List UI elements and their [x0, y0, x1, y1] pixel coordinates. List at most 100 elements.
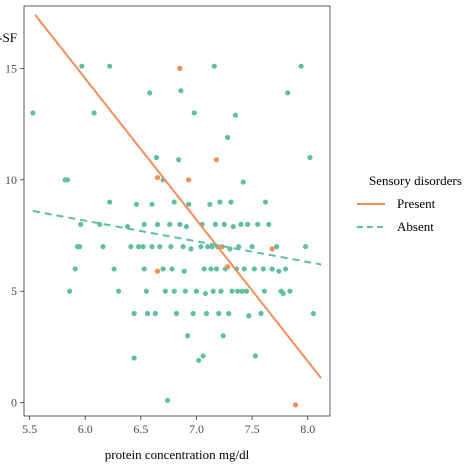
absent-point — [210, 288, 216, 294]
absent-point — [310, 310, 316, 317]
absent-point — [229, 288, 235, 294]
present-trend-line — [34, 14, 322, 379]
absent-point — [252, 353, 259, 359]
absent-point — [128, 244, 134, 250]
absent-point — [238, 221, 244, 227]
absent-point — [246, 313, 252, 319]
absent-point — [251, 266, 257, 272]
absent-point — [235, 288, 241, 294]
absent-point — [220, 333, 226, 339]
absent-point — [307, 154, 313, 161]
legend-label-present: Present — [397, 196, 436, 211]
absent-point — [77, 244, 83, 250]
absent-point — [227, 246, 233, 252]
absent-point — [232, 112, 239, 118]
x-axis-title: protein concentration mg/dl — [105, 447, 250, 462]
absent-point — [261, 288, 267, 294]
present-point — [154, 174, 161, 181]
x-tick-label: 7.0 — [189, 422, 204, 436]
absent-point — [287, 288, 293, 294]
panel-border — [23, 5, 331, 417]
absent-point — [141, 221, 147, 227]
absent-trend-line — [32, 210, 322, 266]
absent-point — [160, 266, 166, 272]
absent-point — [173, 310, 180, 317]
absent-point — [255, 221, 261, 227]
absent-point — [177, 221, 183, 227]
absent-point — [154, 221, 161, 227]
absent-point — [221, 221, 227, 227]
absent-point — [211, 63, 217, 69]
present-point — [154, 268, 161, 274]
y-tick-label: 0 — [11, 396, 17, 410]
absent-point — [140, 244, 146, 250]
present-point — [225, 264, 231, 270]
absent-point — [212, 221, 218, 227]
absent-point — [182, 288, 188, 294]
legend-title: Sensory disorders — [369, 173, 462, 188]
absent-point — [100, 244, 106, 250]
absent-point — [266, 221, 272, 227]
absent-point — [226, 310, 232, 317]
absent-point — [198, 244, 204, 250]
x-tick-label: 6.5 — [133, 422, 148, 436]
plot-area — [30, 14, 322, 408]
absent-point — [225, 134, 231, 141]
absent-point — [239, 288, 245, 294]
absent-point — [107, 63, 113, 69]
absent-point — [171, 199, 177, 205]
absent-point — [171, 288, 177, 294]
x-tick-label: 5.5 — [22, 422, 37, 436]
absent-point — [216, 310, 222, 317]
absent-point — [164, 397, 171, 404]
absent-point — [176, 157, 182, 163]
absent-point — [245, 221, 251, 227]
present-point — [292, 402, 299, 408]
absent-point — [30, 110, 36, 116]
absent-point — [302, 244, 309, 250]
absent-point — [213, 266, 220, 272]
absent-point — [107, 199, 113, 205]
absent-point — [153, 154, 160, 161]
present-point — [213, 157, 220, 163]
absent-point — [180, 244, 186, 250]
absent-point — [147, 90, 153, 96]
absent-point — [285, 90, 291, 96]
axes: 5.5 6.0 6.5 7.0 7.5 8.0 0 5 10 15 protein concentr… — [0, 5, 331, 462]
absent-point — [152, 310, 158, 317]
legend-label-absent: Absent — [397, 219, 434, 234]
absent-point — [64, 177, 70, 183]
absent-point — [218, 288, 224, 294]
absent-point — [143, 288, 149, 294]
absent-point — [240, 179, 246, 185]
absent-point — [136, 244, 142, 250]
absent-point — [131, 355, 137, 361]
absent-point — [141, 266, 147, 272]
absent-point — [203, 310, 210, 317]
absent-point — [78, 221, 84, 227]
absent-point — [72, 266, 78, 272]
absent-point — [241, 266, 247, 272]
x-tick-label: 7.5 — [245, 422, 260, 436]
absent-point — [273, 244, 280, 250]
y-tick-label: 10 — [5, 173, 17, 187]
absent-point — [201, 266, 207, 272]
absent-point — [217, 199, 223, 205]
absent-point — [183, 223, 190, 230]
y-tick-label: 15 — [5, 61, 17, 75]
absent-point — [79, 63, 85, 69]
absent-point — [280, 290, 286, 297]
absent-point — [149, 244, 155, 250]
absent-point — [202, 290, 208, 297]
absent-point — [298, 63, 304, 69]
present-point — [186, 177, 192, 183]
absent-point — [144, 310, 151, 317]
absent-point — [230, 223, 236, 230]
present-point — [177, 65, 183, 71]
absent-point — [131, 310, 137, 317]
absent-point — [91, 110, 97, 116]
x-tick-label: 8.0 — [300, 422, 315, 436]
absent-point — [67, 288, 73, 294]
absent-point — [276, 268, 282, 274]
